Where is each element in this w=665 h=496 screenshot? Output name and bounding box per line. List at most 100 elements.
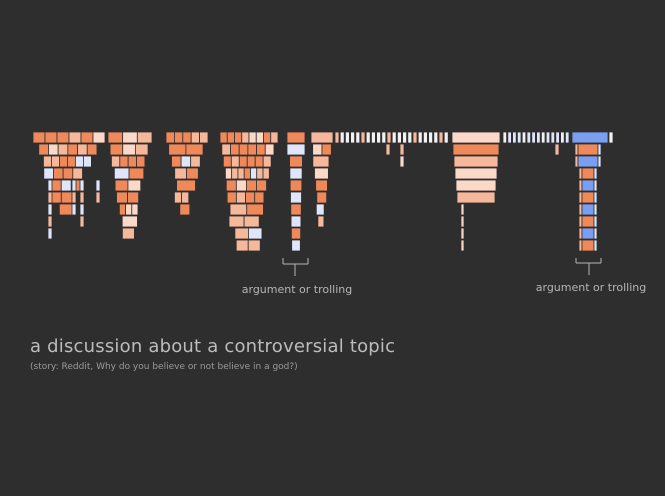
comment-block [47,203,53,216]
comment-block [238,143,249,156]
comment-block [222,155,232,168]
comment-block [256,167,264,180]
comment-block [290,203,302,216]
comment-block [536,131,541,144]
comment-block [550,131,555,144]
comment-block [289,155,303,168]
comment-block [57,143,69,156]
comment-block [79,179,85,192]
comment-block [386,131,392,144]
story-subtitle: (story: Reddit, Why do you believe or no… [30,362,298,372]
comment-block [125,203,133,216]
comment-block [47,179,53,192]
comment-block [312,155,330,168]
comment-block [235,239,249,252]
comment-block [262,155,272,168]
comment-block [56,131,70,144]
comment-block [256,143,266,156]
comment-block [460,227,465,240]
comment-block [245,179,257,192]
comment-block [173,131,184,144]
comment-block [262,167,270,180]
comment-block [248,131,257,144]
comment-block [225,167,233,180]
comment-block [113,167,130,180]
comment-block [86,143,98,156]
comment-block [597,143,602,156]
comment-block [229,203,248,216]
comment-block [59,155,68,168]
comment-block [247,239,261,252]
comment-block [127,155,137,168]
comment-block [531,131,536,144]
comment-block [136,131,153,144]
comment-block [593,239,598,252]
comment-block [581,191,595,204]
comment-block [581,227,595,240]
comment-block [555,131,560,144]
comment-block [541,131,546,144]
comment-block [517,131,522,144]
comment-block [512,131,517,144]
comment-block [560,131,565,144]
comment-block [111,155,121,168]
comment-block [71,179,77,192]
comment-block [381,131,387,144]
comment-block [47,215,53,228]
comment-block [67,155,76,168]
comment-block [365,131,371,144]
comment-block [119,203,126,216]
comment-block [234,131,243,144]
comment-block [245,191,256,204]
comment-block [286,131,306,144]
comment-block [79,191,85,204]
comment-block [571,131,609,144]
comment-block [43,167,54,180]
comment-block [221,143,231,156]
comment-block [264,143,275,156]
comment-block [80,131,94,144]
comment-block [127,179,142,192]
comment-block [417,131,423,144]
comment-block [315,179,328,192]
comment-block [339,131,345,144]
comment-block [174,191,183,204]
comment-block [185,143,204,156]
comment-block [176,179,196,192]
comment-block [577,143,599,156]
comment-block [119,155,129,168]
comment-block [234,227,249,240]
comment-block [235,191,246,204]
comment-block [451,131,501,144]
comment-block [290,227,301,240]
comment-block [51,155,60,168]
comment-block [399,155,405,168]
comment-block [241,131,250,144]
comment-block [545,131,551,144]
comment-block [460,203,465,216]
comment-block [165,131,175,144]
comment-block [79,215,85,228]
comment-block [593,167,598,180]
comment-block [122,131,138,144]
comment-block [355,131,361,144]
comment-block [578,227,583,240]
comment-block [71,191,77,204]
comment-block [399,143,405,156]
comment-block [181,191,190,204]
comment-block [312,143,323,156]
comment-block [385,143,391,156]
comment-block [134,143,149,156]
comment-block [53,167,64,180]
comment-block [44,131,58,144]
comment-block [456,191,496,204]
comment-block [186,167,199,180]
comment-block [581,239,595,252]
comment-block [219,131,228,144]
comment-block [507,131,512,144]
comment-block [107,131,124,144]
annotation-label-right: argument or trolling [535,281,647,294]
comment-block [79,203,85,216]
comment-block [290,215,302,228]
comment-block [578,239,583,252]
